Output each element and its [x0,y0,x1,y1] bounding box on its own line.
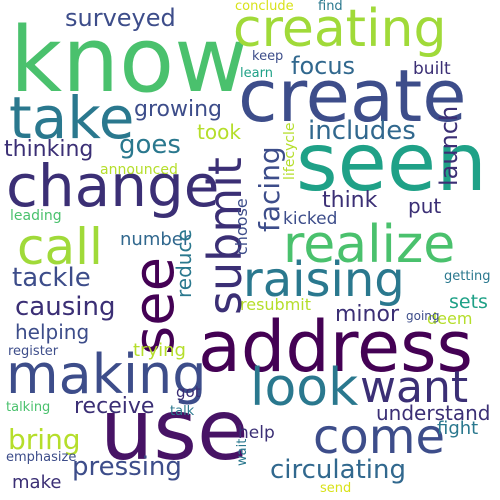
word-know: know [10,8,248,113]
word-took: took [197,120,241,144]
word-emphasize: emphasize [6,450,77,465]
word-put: put [408,194,442,218]
word-think: think [322,188,378,213]
word-helping: helping [15,320,90,344]
word-understand: understand [376,401,491,425]
word-making: making [6,343,207,406]
word-fight: fight [437,418,479,439]
word-resubmit: resubmit [240,295,312,314]
word-use: use [100,381,249,479]
word-goes: goes [119,130,181,160]
word-conclude: conclude [235,0,294,14]
word-make: make [12,472,62,493]
word-reduce: reduce [172,229,196,298]
word-address: address [198,306,474,388]
word-built: built [413,59,451,79]
word-kicked: kicked [283,209,338,229]
word-seen: seen [296,116,487,209]
word-trying: trying [133,340,186,361]
word-help: help [238,423,275,443]
word-leading: leading [10,208,62,224]
word-bring: bring [8,423,81,456]
word-realize: realize [283,215,456,275]
word-deem: deem [427,309,473,328]
word-take: take [9,84,135,152]
word-talk: talk [170,404,195,419]
word-surveyed: surveyed [65,4,176,32]
word-going: going [406,309,440,323]
word-causing: causing [15,292,116,322]
word-facing: facing [253,146,286,232]
word-want: want [360,362,469,413]
word-pressing: pressing [72,452,182,482]
word-create: create [238,54,467,138]
word-keep: keep [252,49,284,64]
word-register: register [8,344,59,359]
word-learn: learn [240,66,273,81]
word-change: change [6,152,220,220]
word-look: look [250,358,359,418]
word-focus: focus [291,52,356,80]
word-lifecycle: lifecycle [282,122,298,180]
word-find: find [318,0,343,14]
word-receive: receive [74,394,155,419]
word-launch: launch [435,105,463,186]
word-sets: sets [449,291,488,313]
word-minor: minor [335,302,399,327]
word-getting: getting [444,269,491,284]
word-includes: includes [308,116,416,146]
word-tackle: tackle [12,263,91,293]
word-raising: raising [243,252,405,308]
word-come: come [313,409,446,465]
word-choose: choose [232,198,251,255]
word-creating: creating [233,0,447,59]
word-growing: growing [134,97,222,122]
word-number: number [120,229,191,250]
word-call: call [17,218,103,276]
word-thinking: thinking [4,137,94,162]
word-send: send [320,481,352,496]
word-announced: announced [100,162,178,178]
word-got: got [176,383,201,401]
word-circulating: circulating [270,455,406,485]
word-talking: talking [6,400,51,415]
word-wait: wait [235,438,250,466]
